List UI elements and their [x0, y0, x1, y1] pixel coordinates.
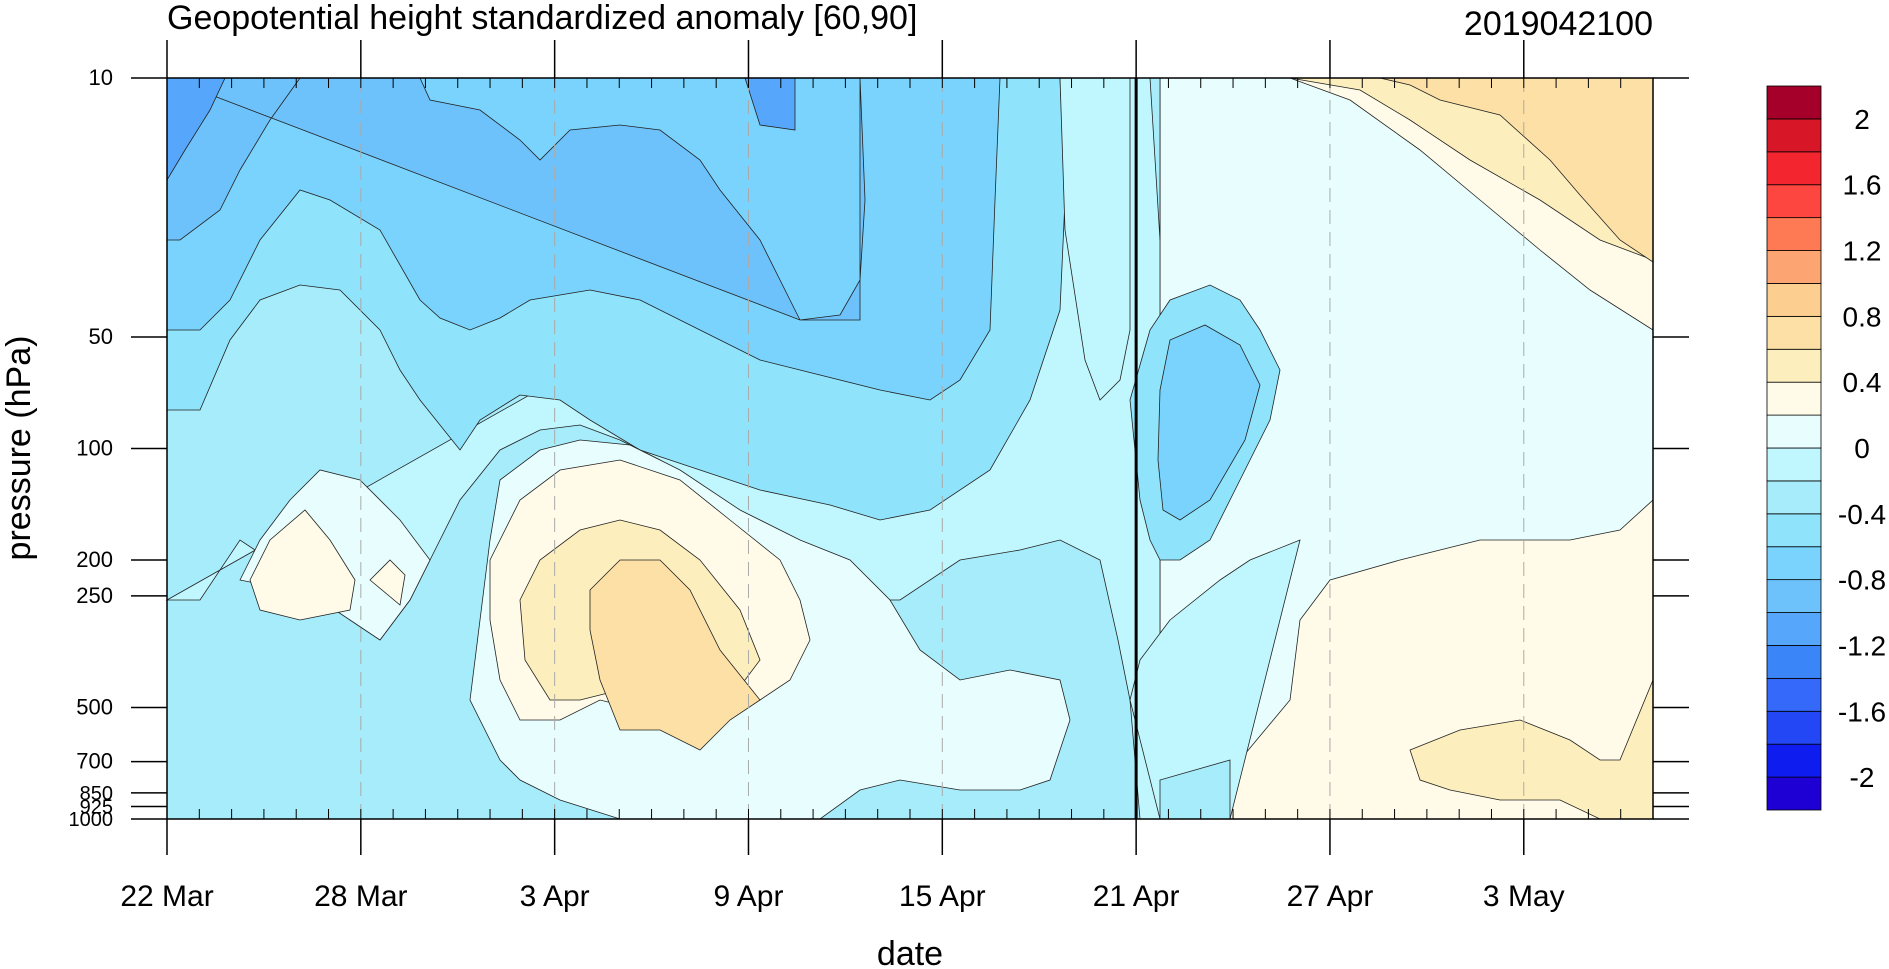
colorbar-swatch — [1766, 381, 1822, 416]
colorbar: -2 -1.6 -1.2 -0.8 -0.4 0 0.4 0.8 1.2 1.6 2 — [1766, 85, 1886, 811]
y-tick-label: 10 — [89, 65, 113, 90]
colorbar-swatch — [1766, 85, 1822, 120]
colorbar-swatch — [1766, 217, 1822, 251]
contour-region — [589, 559, 761, 751]
x-tick-label: 15 Apr — [899, 880, 986, 913]
colorbar-swatch — [1766, 710, 1822, 745]
colorbar-swatch — [1766, 480, 1822, 515]
colorbar-label: 1.6 — [1843, 170, 1882, 201]
colorbar-swatch — [1766, 447, 1822, 482]
colorbar-label: -0.8 — [1838, 565, 1886, 596]
colorbar-label: -0.4 — [1838, 499, 1886, 530]
colorbar-swatch — [1766, 151, 1822, 186]
x-axis: 22 Mar 28 Mar 3 Apr 9 Apr 15 Apr 21 Apr 27 Apr… — [120, 40, 1654, 913]
y-axis-label: pressure (hPa) — [0, 336, 38, 561]
colorbar-label: 2 — [1854, 104, 1870, 135]
colorbar-swatch — [1766, 118, 1822, 153]
x-tick-label: 9 Apr — [713, 880, 783, 913]
y-tick-label: 925 — [80, 796, 113, 818]
colorbar-swatch — [1766, 776, 1822, 811]
x-tick-label: 28 Mar — [314, 880, 407, 913]
colorbar-swatch — [1766, 184, 1822, 219]
timestamp-label: 2019042100 — [1464, 5, 1653, 43]
colorbar-swatch — [1766, 414, 1822, 449]
colorbar-label: 0.8 — [1843, 301, 1882, 332]
colorbar-label: 1.2 — [1843, 236, 1882, 267]
y-tick-label: 500 — [76, 694, 113, 719]
x-axis-label: date — [877, 935, 943, 969]
colorbar-label: -1.2 — [1838, 630, 1886, 661]
chart-title: Geopotential height standardized anomaly… — [167, 0, 917, 37]
y-tick-label: 1000 — [69, 809, 114, 831]
colorbar-swatch — [1766, 513, 1822, 548]
y-tick-label: 100 — [76, 436, 113, 461]
y-tick-label: 700 — [76, 749, 113, 774]
colorbar-swatch — [1766, 546, 1822, 581]
colorbar-swatch — [1766, 645, 1822, 679]
x-tick-label: 27 Apr — [1287, 880, 1374, 913]
colorbar-swatch — [1766, 348, 1822, 383]
colorbar-label: -2 — [1850, 762, 1875, 793]
colorbar-swatch — [1766, 250, 1822, 284]
colorbar-swatch — [1766, 283, 1822, 317]
y-tick-label: 50 — [89, 324, 113, 349]
contour-region — [166, 77, 1001, 401]
x-tick-label: 3 May — [1483, 880, 1565, 913]
y-tick-label: 250 — [76, 583, 113, 608]
x-tick-label: 3 Apr — [520, 880, 590, 913]
colorbar-swatch — [1766, 677, 1822, 712]
contour-fill-layer — [165, 77, 1654, 820]
y-tick-label: 850 — [80, 783, 113, 805]
colorbar-swatch — [1766, 579, 1822, 613]
colorbar-label: 0 — [1854, 433, 1870, 464]
colorbar-swatch — [1766, 315, 1822, 350]
colorbar-swatch — [1766, 743, 1822, 778]
colorbar-swatch — [1766, 612, 1822, 646]
colorbar-label: 0.4 — [1843, 367, 1882, 398]
y-tick-label: 200 — [76, 547, 113, 572]
x-tick-label: 21 Apr — [1093, 880, 1180, 913]
contour-region — [1157, 324, 1261, 521]
colorbar-label: -1.6 — [1838, 696, 1886, 727]
x-tick-label: 22 Mar — [120, 880, 213, 913]
